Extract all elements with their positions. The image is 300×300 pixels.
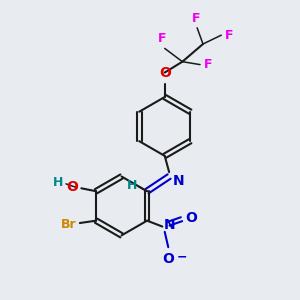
Text: O: O: [66, 180, 78, 194]
Text: −: −: [176, 250, 187, 263]
Text: Br: Br: [61, 218, 76, 231]
Text: F: F: [191, 12, 200, 25]
Text: N: N: [173, 174, 184, 188]
Text: O: O: [162, 252, 174, 266]
Text: F: F: [158, 32, 166, 45]
Text: F: F: [225, 29, 233, 42]
Text: O: O: [159, 66, 171, 80]
Text: O: O: [185, 211, 197, 225]
Text: H: H: [53, 176, 64, 189]
Text: N: N: [164, 218, 176, 232]
Text: H: H: [127, 179, 138, 192]
Text: F: F: [204, 58, 212, 71]
